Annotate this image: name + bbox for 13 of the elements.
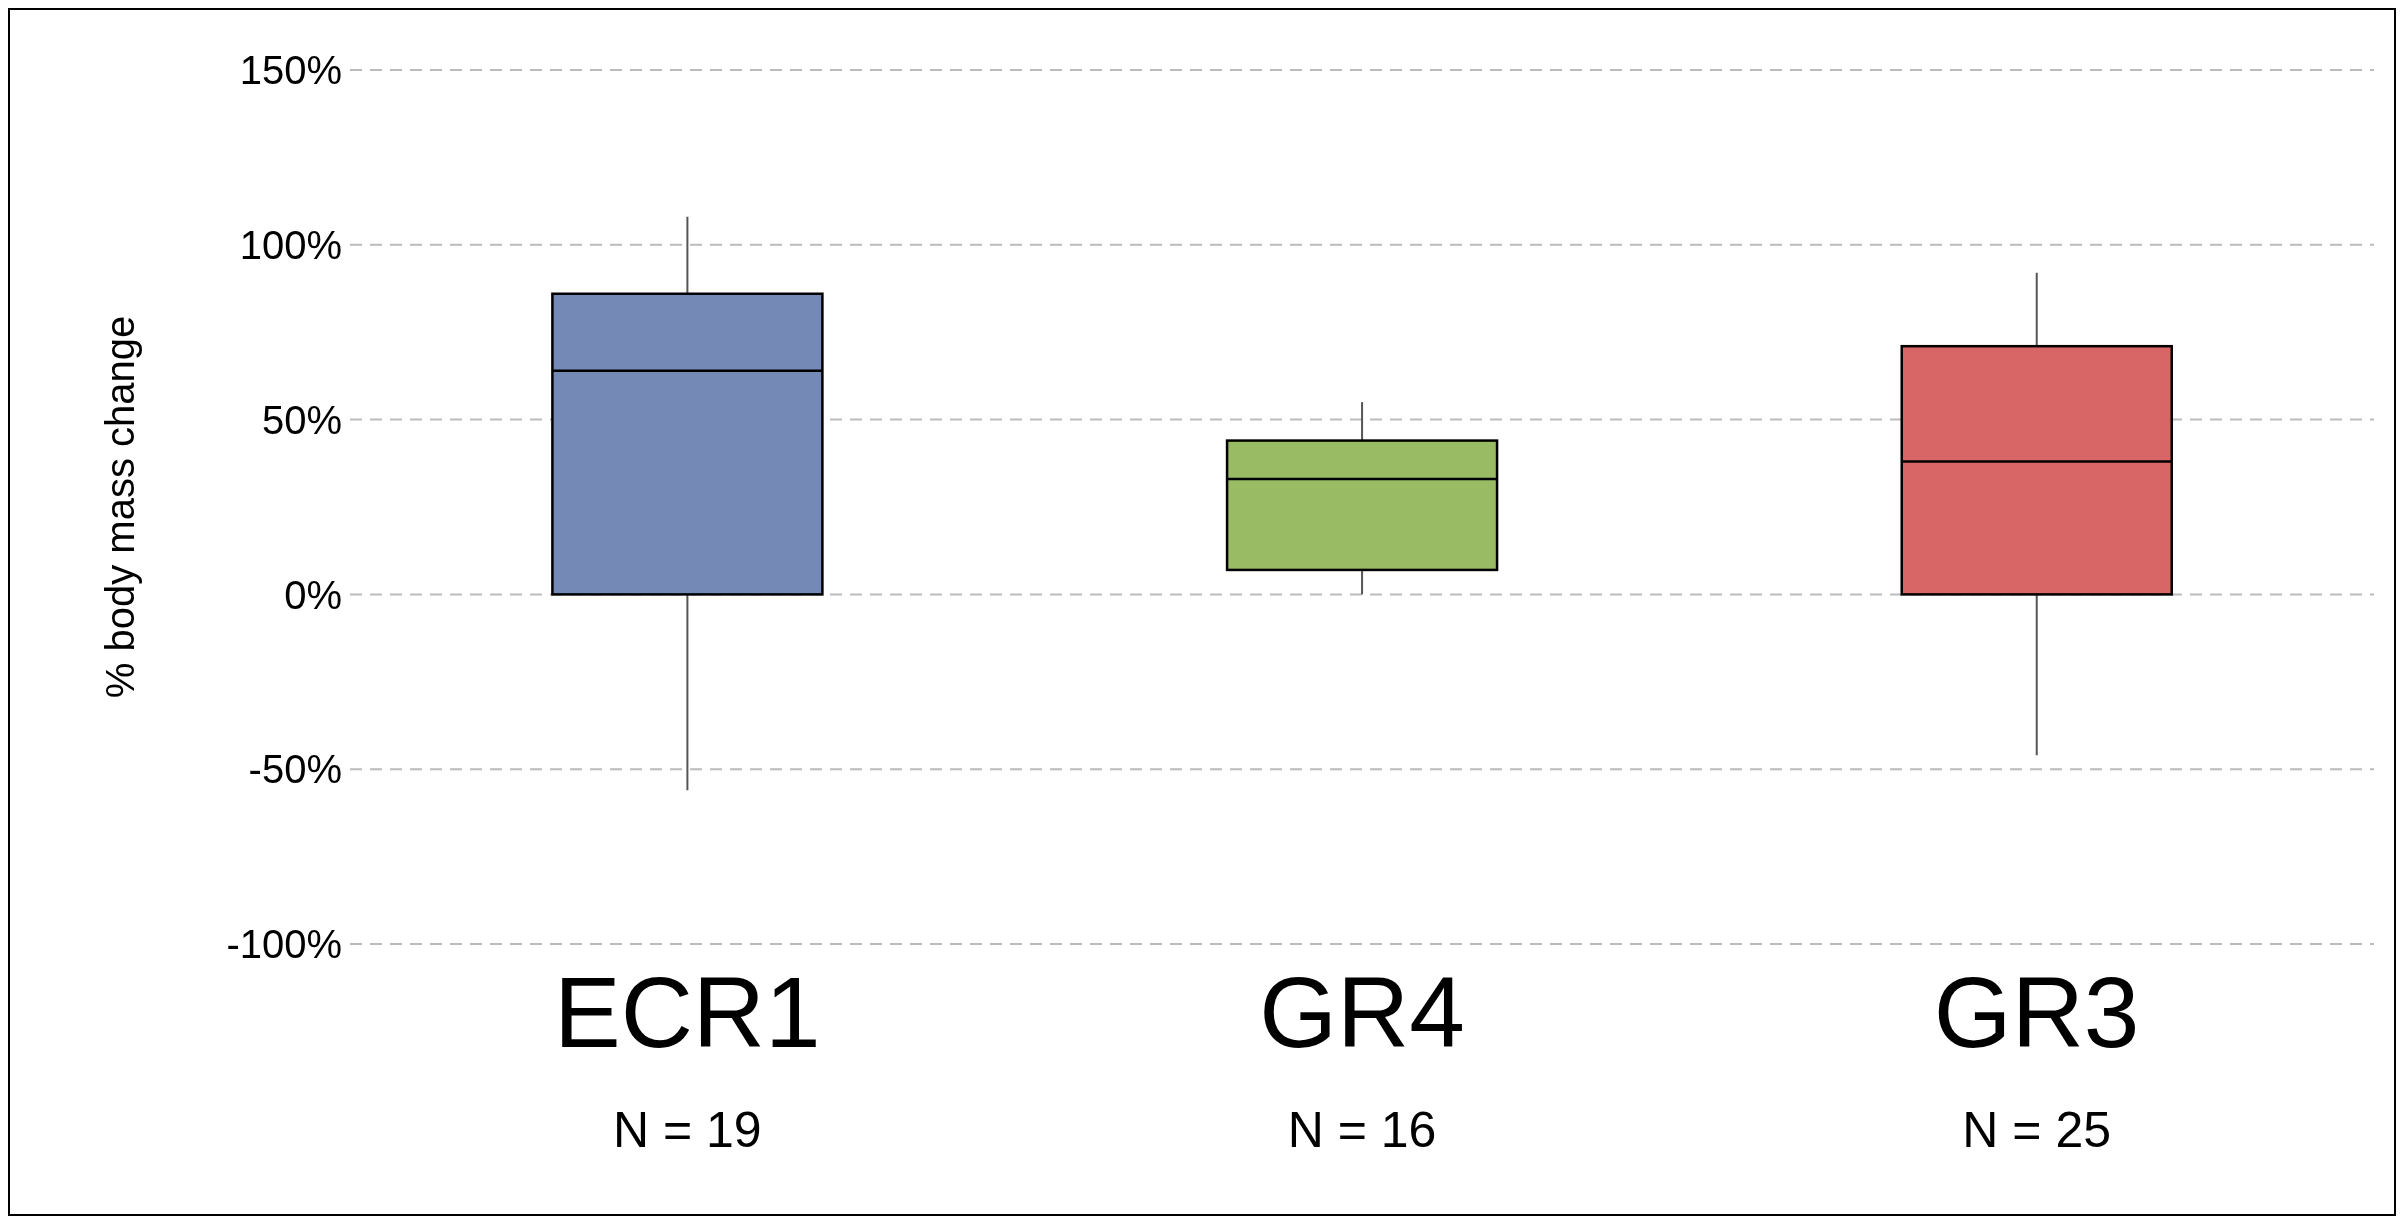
y-tick-label: 150% [239,48,342,93]
y-tick-label: 100% [239,223,342,267]
x-tick-label: GR3 [1933,956,2140,1068]
x-tick-label: GR4 [1259,956,1465,1068]
text: N = 16 [1287,1102,1437,1158]
x-tick-label: ECR1 [553,956,821,1068]
y-tick-label: 0% [284,572,342,617]
y-tick-label: -100% [226,922,342,967]
y-tick-label: 50% [261,397,342,442]
y-tick-label: -50% [248,747,342,792]
y-axis-title: % body mass change [98,315,143,699]
text: N = 19 [612,1102,762,1158]
text: N = 25 [1962,1102,2112,1158]
